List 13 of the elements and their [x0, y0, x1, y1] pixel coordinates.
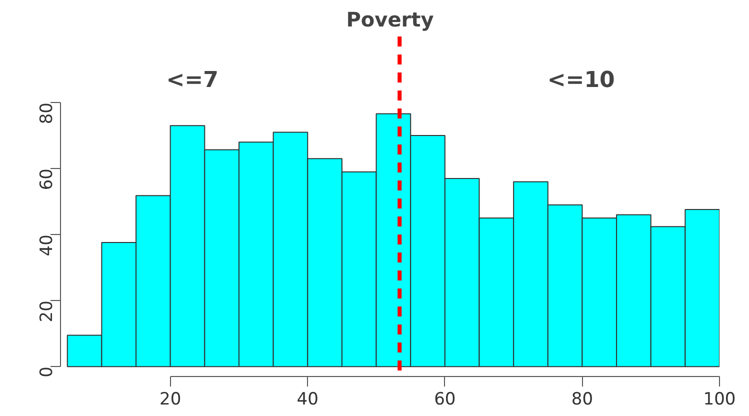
y-tick-label: 0 — [37, 366, 57, 378]
x-tick-label: 100 — [703, 390, 736, 410]
y-tick-label: 80 — [37, 102, 57, 124]
y-tick-label: 60 — [37, 168, 57, 190]
y-tick-label: 40 — [37, 234, 57, 256]
x-tick-label: 80 — [571, 390, 594, 410]
y-tick-label: 20 — [37, 300, 57, 322]
x-tick-label: 60 — [434, 390, 456, 410]
annotation: <=7 — [166, 68, 218, 93]
chart-title: Poverty — [346, 8, 434, 32]
annotation: <=10 — [547, 68, 615, 93]
x-tick-label: 40 — [296, 390, 318, 410]
x-tick-label: 20 — [160, 390, 182, 410]
